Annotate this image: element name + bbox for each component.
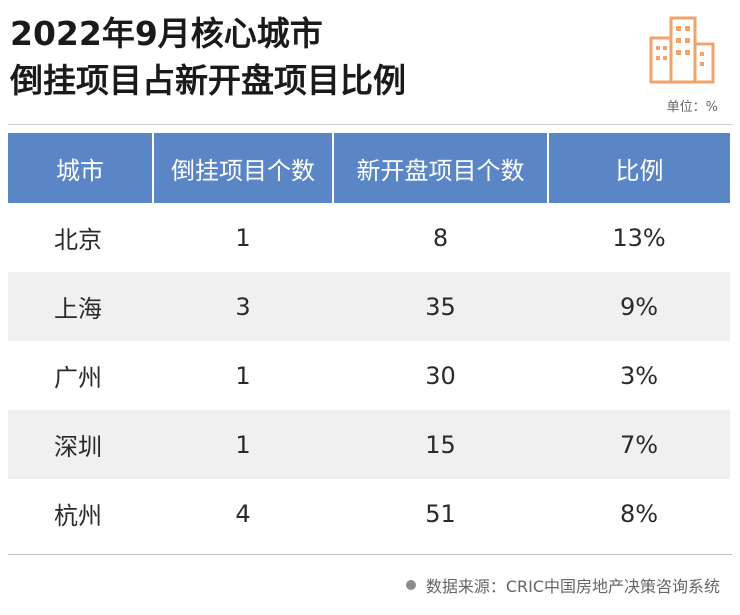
table-cell-new-count: 30 xyxy=(333,341,548,410)
table-cell-ratio: 9% xyxy=(548,272,730,341)
title-line-1: 2022年9月核心城市 xyxy=(10,14,323,53)
table-cell-inverted-count: 4 xyxy=(153,479,333,548)
table-header-row: 城市 倒挂项目个数 新开盘项目个数 比例 xyxy=(8,133,730,203)
table-cell-inverted-count: 1 xyxy=(153,410,333,479)
table-row: 北京 1 8 13% xyxy=(8,203,730,272)
table-cell-ratio: 8% xyxy=(548,479,730,548)
table-cell-ratio: 7% xyxy=(548,410,730,479)
table-cell-city: 深圳 xyxy=(8,410,153,479)
data-table: 城市 倒挂项目个数 新开盘项目个数 比例 北京 1 8 13% 上海 3 35 9% 广州 1 30… xyxy=(8,133,730,548)
header-city: 城市 xyxy=(8,133,154,203)
source-text: 数据来源：CRIC中国房地产决策咨询系统 xyxy=(425,577,720,596)
chart-title: 2022年9月核心城市 倒挂项目占新开盘项目比例 xyxy=(10,10,406,104)
table-cell-new-count: 35 xyxy=(333,272,548,341)
header-ratio: 比例 xyxy=(548,133,730,203)
unit-label: 单位：% xyxy=(666,100,718,115)
table-cell-inverted-count: 3 xyxy=(153,272,333,341)
title-line-2: 倒挂项目占新开盘项目比例 xyxy=(10,61,406,100)
table-cell-ratio: 13% xyxy=(548,203,730,272)
table-cell-new-count: 8 xyxy=(333,203,548,272)
table-cell-ratio: 3% xyxy=(548,341,730,410)
table-cell-city: 北京 xyxy=(8,203,153,272)
table-row: 广州 1 30 3% xyxy=(8,341,730,410)
bottom-divider xyxy=(8,554,732,555)
table-cell-inverted-count: 1 xyxy=(153,341,333,410)
table-cell-city: 广州 xyxy=(8,341,153,410)
table-row: 深圳 1 15 7% xyxy=(8,410,730,479)
header-inverted-count: 倒挂项目个数 xyxy=(153,133,334,203)
table-row: 杭州 4 51 8% xyxy=(8,479,730,548)
header-new-count: 新开盘项目个数 xyxy=(333,133,549,203)
table-cell-city: 上海 xyxy=(8,272,153,341)
source-note: 数据来源：CRIC中国房地产决策咨询系统 xyxy=(405,573,720,597)
table-cell-inverted-count: 1 xyxy=(153,203,333,272)
dot-icon xyxy=(405,580,416,590)
table-cell-city: 杭州 xyxy=(8,479,153,548)
table-cell-new-count: 51 xyxy=(333,479,548,548)
top-divider xyxy=(8,124,732,125)
table-row: 上海 3 35 9% xyxy=(8,272,730,341)
buildings-icon xyxy=(649,16,715,84)
table-cell-new-count: 15 xyxy=(333,410,548,479)
